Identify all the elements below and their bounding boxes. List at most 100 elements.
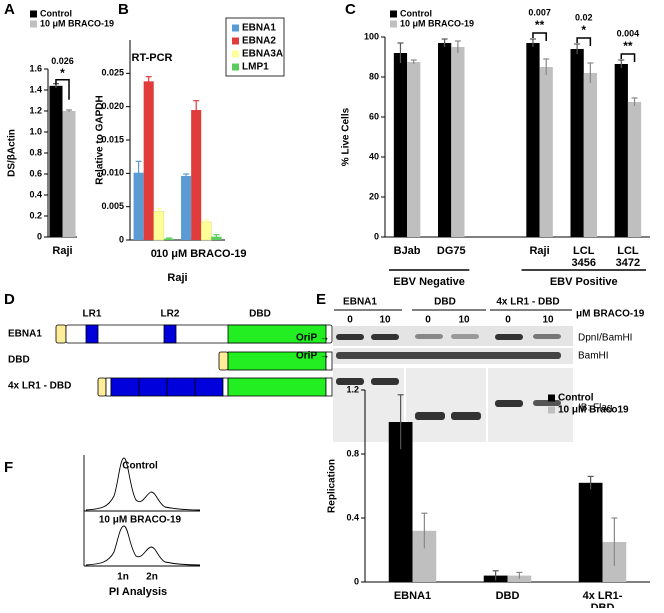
row-label: 4x LR1 - DBD — [8, 381, 71, 392]
band — [371, 334, 399, 340]
band — [451, 412, 481, 420]
band — [415, 334, 443, 339]
band — [495, 334, 523, 340]
tag — [97, 377, 107, 397]
y-tick-label: 80 — [369, 71, 379, 81]
panel-label: E — [316, 291, 326, 308]
y-tick-label: 1.6 — [29, 63, 42, 73]
dose: 10 — [379, 315, 391, 326]
y-tick-label: 0.8 — [346, 448, 359, 458]
y-tick-label: 0.020 — [101, 101, 124, 111]
bar — [526, 43, 540, 237]
histogram — [85, 457, 201, 511]
condition: Control — [122, 461, 158, 472]
western-blot: EBNA1 DBD 4x LR1 - DBD 0 10 0 10 0 10 μM… — [296, 297, 645, 442]
y-tick-label: 0.8 — [29, 147, 42, 157]
legend-swatch — [548, 394, 555, 402]
group-label: EBV Negative — [393, 276, 465, 288]
legend-swatch — [232, 63, 239, 71]
legend-label: Control — [400, 8, 432, 18]
x-tick-label: LCL 3472 — [616, 245, 640, 269]
protein — [222, 377, 229, 397]
group-label: EBV Positive — [550, 276, 618, 288]
x-tick-label: LCL 3456 — [572, 245, 596, 269]
peak-label: 2n — [146, 572, 158, 583]
x-tick-label: 4x LR1-DBD — [583, 590, 623, 608]
y-tick-label: 1.0 — [29, 126, 42, 136]
bracket — [620, 53, 636, 62]
dbd — [227, 377, 327, 397]
annotation: 0.007 — [528, 7, 551, 17]
band — [371, 378, 399, 385]
y-tick-label: 0.005 — [101, 201, 124, 211]
histogram — [85, 525, 201, 566]
band — [336, 334, 364, 340]
dose: 10 — [542, 315, 554, 326]
y-tick-label: 0 — [119, 234, 124, 244]
band — [533, 334, 561, 339]
dose: 0 — [347, 315, 353, 326]
bracket — [55, 79, 70, 100]
lr1 — [138, 377, 168, 397]
band — [533, 400, 561, 406]
legend-swatch — [390, 10, 397, 18]
y-tick-label: 0 — [374, 231, 379, 241]
y-axis-label: % Live Cells — [341, 107, 352, 166]
x-tick-label: DG75 — [437, 245, 466, 257]
bar — [201, 221, 212, 241]
legend-swatch — [548, 406, 555, 414]
lr1 — [194, 377, 224, 397]
domain-label: LR1 — [83, 309, 102, 320]
x-axis-label: Raji — [167, 272, 187, 284]
bar — [570, 49, 584, 237]
flow-histograms: Control 10 μM BRACO-19 1n 2n PI Analysis — [83, 455, 201, 598]
bar — [181, 176, 192, 240]
x-tick-label: EBNA1 — [394, 590, 431, 602]
y-tick-label: 1.2 — [346, 384, 359, 394]
legend-label: 10 μM BRACO-19 — [40, 18, 114, 28]
legend-label: EBNA1 — [242, 23, 276, 34]
bar — [539, 67, 553, 237]
y-tick-label: 100 — [364, 31, 379, 41]
legend-swatch — [232, 50, 239, 58]
y-tick-label: 0.6 — [29, 168, 42, 178]
annotation: ** — [535, 18, 545, 32]
y-axis-label: Replication — [327, 459, 338, 513]
y-axis-label: Relative to GAPDH — [95, 95, 106, 184]
tag — [218, 351, 229, 371]
bar — [614, 64, 628, 237]
panel-label: C — [345, 1, 356, 18]
band — [451, 334, 479, 339]
x-tick-label: BJab — [394, 245, 421, 257]
legend-label: Control — [40, 8, 72, 18]
marker: OriP → — [296, 333, 330, 344]
blot-group: DBD — [434, 297, 456, 308]
bar — [49, 85, 63, 237]
x-tick-label: Raji — [529, 245, 549, 257]
lr1 — [85, 324, 99, 344]
row-label: DBD — [8, 355, 30, 366]
charts: 0 0.2 0.4 0.6 0.8 1.0 1.2 1.4 1.6 Raji DS/βActin Co… — [7, 7, 650, 613]
dose: 10 — [458, 315, 470, 326]
y-tick-label: 0.015 — [101, 134, 124, 144]
bar — [412, 530, 437, 582]
dose-label: μM BRACO-19 — [576, 309, 645, 320]
peak-label: 1n — [117, 572, 129, 583]
bar — [583, 73, 597, 237]
bracket — [576, 37, 592, 46]
bar — [438, 43, 452, 237]
y-tick-label: 1.2 — [29, 105, 42, 115]
domain-label: DBD — [249, 309, 271, 320]
x-tick-label: 0 — [151, 248, 157, 260]
blot-group: EBNA1 — [343, 297, 377, 308]
domain-diagram: EBNA1 DBD 4x LR1 - DBD LR1 LR2 DBD — [8, 309, 333, 397]
annotation: * — [60, 66, 65, 80]
tag — [55, 324, 67, 344]
y-tick-label: 60 — [369, 111, 379, 121]
y-tick-label: 0.4 — [346, 512, 359, 522]
legend-label: 10 μM Braco19 — [558, 405, 629, 416]
y-tick-label: 0.025 — [101, 68, 124, 78]
x-tick-label: DBD — [496, 590, 520, 602]
legend-swatch — [232, 37, 239, 45]
blot-group: 4x LR1 - DBD — [496, 297, 559, 308]
